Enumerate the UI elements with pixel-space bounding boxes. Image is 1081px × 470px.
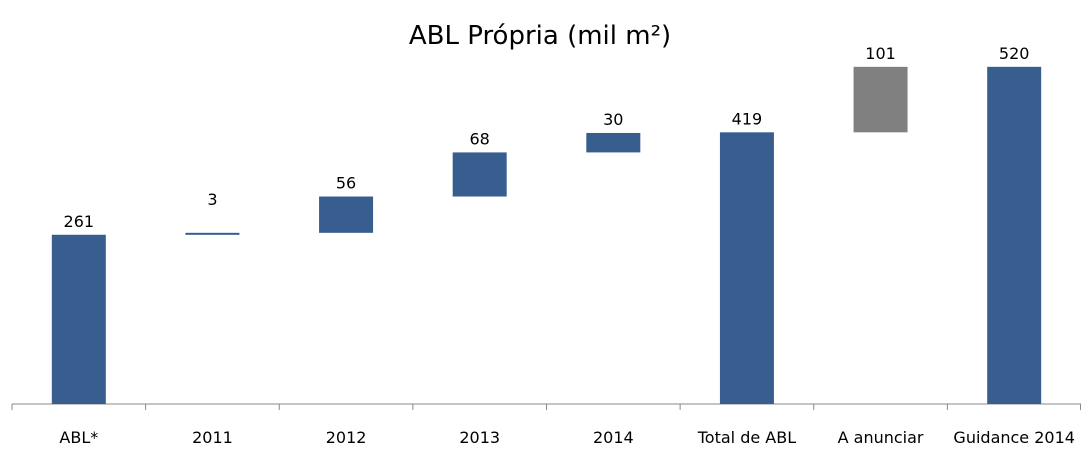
bar: [452, 152, 507, 197]
x-tick-label: 2012: [325, 428, 367, 447]
x-tick-label: A anunciar: [837, 428, 924, 447]
x-tick-label: 2011: [192, 428, 233, 447]
chart-title: ABL Própria (mil m²): [409, 21, 671, 51]
x-tick-label: 2014: [592, 428, 634, 447]
bar: [51, 234, 106, 404]
value-label: 520: [999, 44, 1030, 63]
x-tick-label: ABL*: [59, 428, 99, 447]
bar: [319, 196, 374, 233]
bar: [719, 132, 774, 404]
value-label: 261: [64, 212, 95, 231]
x-tick-label: Total de ABL: [697, 428, 797, 447]
value-label: 101: [865, 44, 896, 63]
x-tick-label: 2013: [459, 428, 501, 447]
value-label: 30: [603, 110, 623, 129]
bar: [853, 66, 908, 133]
value-label: 3: [207, 190, 217, 209]
x-tick-label: Guidance 2014: [953, 428, 1075, 447]
bar: [586, 132, 641, 153]
value-label: 68: [470, 129, 490, 148]
bar: [185, 232, 240, 235]
value-label: 56: [336, 174, 356, 193]
value-label: 419: [732, 109, 763, 128]
bar: [987, 66, 1042, 405]
